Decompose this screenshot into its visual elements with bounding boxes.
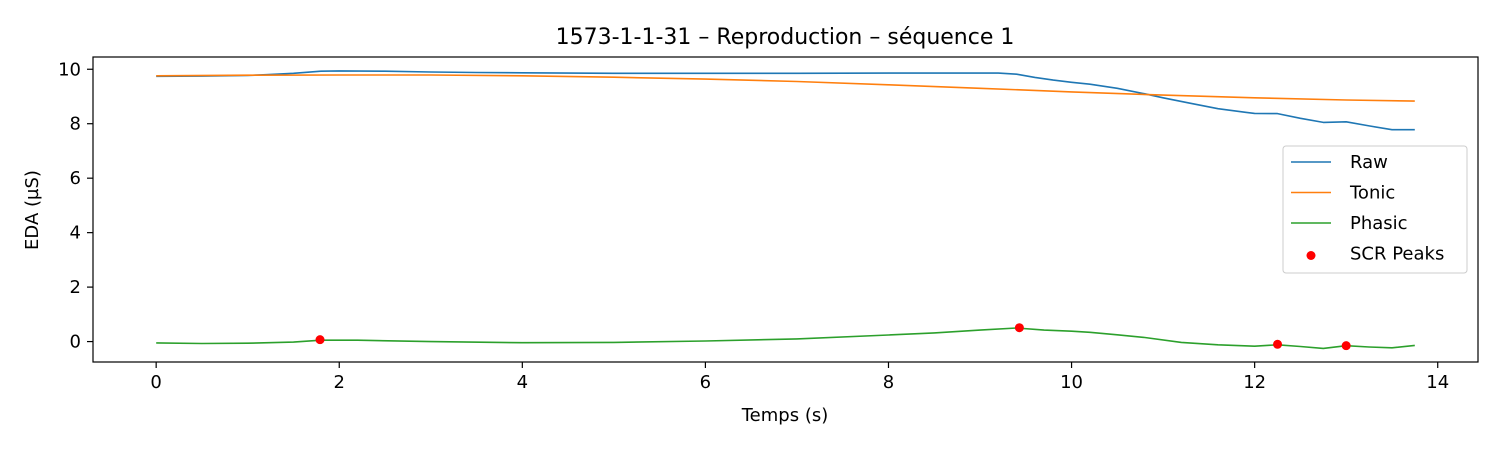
series-line-raw [156, 70, 1415, 131]
legend-label-raw: Raw [1350, 152, 1388, 173]
legend-label-tonic: Tonic [1349, 183, 1395, 204]
y-tick-label: 6 [70, 168, 81, 189]
x-tick-label: 8 [883, 372, 894, 393]
axes-frame [92, 56, 1479, 363]
plot-area [156, 70, 1415, 351]
series-line-phasic [156, 327, 1415, 350]
x-axis-label: Temps (s) [741, 405, 829, 426]
legend-box [1282, 145, 1468, 274]
scr-peak-point [1273, 339, 1283, 349]
x-tick-label: 14 [1426, 372, 1449, 393]
x-tick-label: 4 [517, 372, 528, 393]
x-axis: 0 2 4 6 8 10 12 14 [150, 362, 1449, 393]
y-tick-label: 4 [70, 223, 81, 244]
legend-label-phasic: Phasic [1350, 213, 1408, 234]
legend: Raw Tonic Phasic SCR Peaks [1282, 145, 1468, 274]
legend-swatch-scr-peaks [1306, 251, 1316, 260]
x-tick-label: 2 [334, 372, 345, 393]
series-line-tonic [156, 74, 1415, 102]
x-tick-label: 12 [1243, 372, 1266, 393]
scr-peak-point [1014, 323, 1024, 333]
y-tick-label: 8 [70, 114, 81, 135]
x-tick-label: 0 [150, 372, 161, 393]
legend-label-scr-peaks: SCR Peaks [1350, 244, 1444, 265]
y-tick-label: 0 [70, 332, 81, 353]
y-tick-label: 10 [58, 59, 81, 80]
chart-title: 1573-1-1-31 – Reproduction – séquence 1 [556, 25, 1015, 50]
y-axis: 0 2 4 6 8 10 [58, 59, 93, 353]
x-tick-label: 6 [700, 372, 711, 393]
scr-peak-point [1341, 341, 1351, 351]
y-axis-label: EDA (µS) [22, 170, 43, 250]
scr-peak-point [315, 335, 325, 345]
x-tick-label: 10 [1060, 372, 1083, 393]
y-tick-label: 2 [70, 277, 81, 298]
